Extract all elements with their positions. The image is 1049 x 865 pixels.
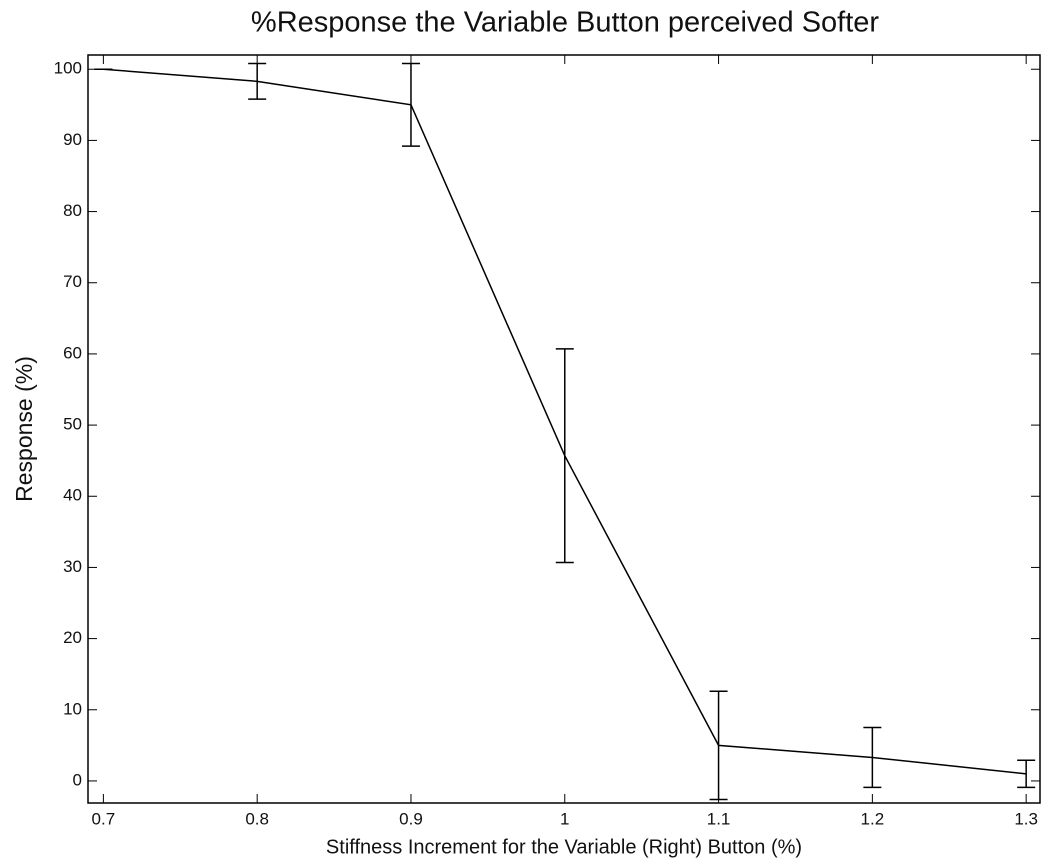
x-tick-label: 1.2	[861, 809, 885, 828]
plot-frame	[87, 54, 1041, 804]
y-tick-label: 0	[73, 770, 82, 789]
error-bar	[401, 62, 420, 147]
y-tick-label: 50	[63, 415, 82, 434]
x-tick-label: 1	[560, 809, 569, 828]
y-tick-label: 30	[63, 557, 82, 576]
y-tick-label: 60	[63, 343, 82, 362]
y-tick-label: 70	[63, 272, 82, 291]
x-tick-label: 0.9	[399, 809, 423, 828]
x-tick-label: 0.8	[245, 809, 269, 828]
y-tick-label: 20	[63, 628, 82, 647]
error-bar	[555, 348, 574, 564]
x-tick-label: 0.7	[92, 809, 116, 828]
x-tick-label: 1.1	[707, 809, 731, 828]
y-tick-label: 40	[63, 486, 82, 505]
y-tick-label: 80	[63, 201, 82, 220]
error-bar	[248, 62, 267, 100]
error-bar	[709, 690, 728, 801]
error-bar	[1017, 759, 1036, 789]
x-axis-label: Stiffness Increment for the Variable (Ri…	[326, 836, 802, 858]
error-bar	[863, 726, 882, 789]
x-tick-label: 1.3	[1014, 809, 1038, 828]
y-tick-label: 100	[54, 59, 82, 78]
y-tick-label: 90	[63, 130, 82, 149]
y-tick-label: 10	[63, 699, 82, 718]
y-axis-label: Response (%)	[11, 356, 37, 502]
chart-title: %Response the Variable Button perceived …	[251, 7, 880, 39]
